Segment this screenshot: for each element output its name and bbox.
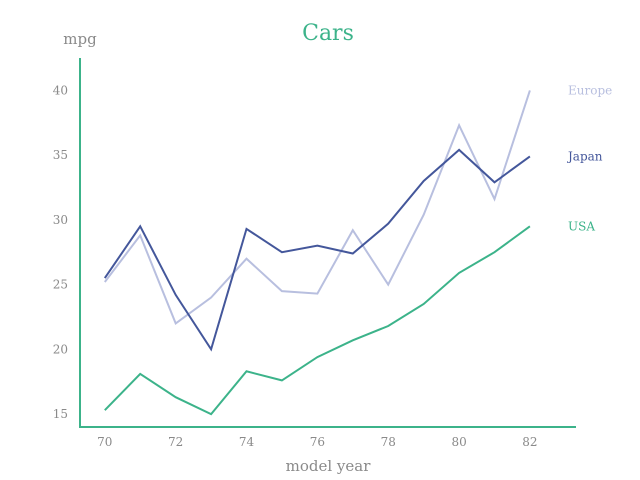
series-line-japan — [103, 148, 531, 352]
series-label-usa: USA — [568, 219, 595, 233]
x-tick-label: 70 — [97, 435, 112, 449]
x-tick-label: 76 — [310, 435, 325, 449]
series-line-usa — [104, 225, 531, 416]
series-label-europe: Europe — [568, 83, 612, 97]
x-tick-labels: 70 72 74 76 78 80 82 — [97, 435, 537, 449]
y-axis-label: mpg — [63, 30, 97, 48]
series-labels: Europe Japan USA — [566, 83, 612, 233]
x-tick-label: 72 — [168, 435, 183, 449]
x-tick-label: 74 — [239, 435, 255, 449]
y-tick-label: 20 — [53, 342, 68, 356]
x-tick-label: 78 — [381, 435, 396, 449]
y-tick-label: 30 — [53, 213, 68, 227]
x-axis-label: model year — [286, 457, 372, 475]
series-line-europe — [104, 90, 531, 325]
x-tick-label: 80 — [451, 435, 466, 449]
x-tick-label: 82 — [522, 435, 537, 449]
y-tick-labels: 15 20 25 30 35 40 — [53, 83, 68, 421]
chart-title: Cars — [302, 21, 354, 46]
y-tick-label: 35 — [53, 148, 68, 162]
y-tick-label: 25 — [53, 278, 68, 292]
y-tick-label: 40 — [53, 83, 68, 97]
series-label-japan: Japan — [566, 149, 603, 163]
series-lines — [103, 90, 531, 416]
y-tick-label: 15 — [53, 407, 68, 421]
